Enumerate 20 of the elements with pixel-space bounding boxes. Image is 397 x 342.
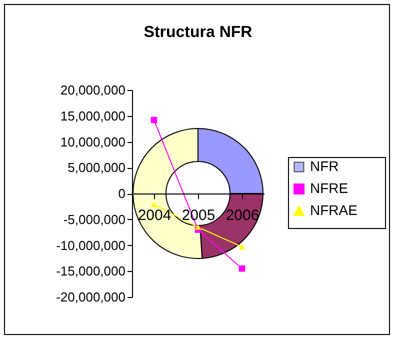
point [150, 202, 158, 208]
point [238, 265, 246, 272]
point [238, 244, 246, 250]
y-tick-label: 15,000,000 [60, 108, 126, 124]
y-tick-label: 20,000,000 [60, 82, 126, 98]
x-tick-label: 2006 [226, 207, 260, 224]
y-tick-label: -5,000,000 [63, 212, 126, 227]
y-tick-label: 5,000,000 [68, 160, 126, 176]
x-tick-label: 2004 [138, 207, 172, 224]
legend-label: NFRE [310, 180, 348, 196]
y-tick-label: -15,000,000 [56, 264, 126, 279]
point [150, 116, 158, 124]
y-tick-label: -20,000,000 [56, 290, 126, 304]
legend-label: NFRAE [310, 202, 358, 218]
y-tick-label: -10,000,000 [56, 238, 126, 253]
y-tick-label: 10,000,000 [60, 134, 126, 150]
legend-label: NFR [310, 158, 339, 174]
y-tick-label: 0 [118, 186, 126, 201]
chart-title: Structura NFR [144, 24, 253, 41]
point [194, 224, 202, 230]
